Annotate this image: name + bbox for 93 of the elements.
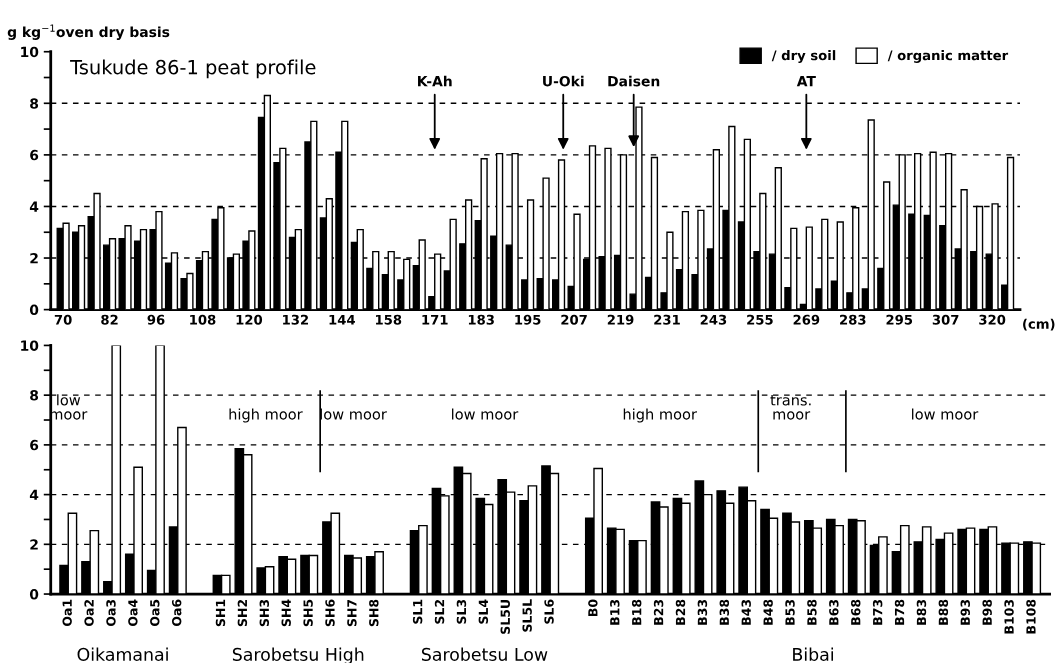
y-tick-label: 8 bbox=[30, 98, 39, 109]
x-tick-label: B68 bbox=[851, 599, 861, 625]
x-tick-label: 108 bbox=[190, 314, 216, 325]
y-tick-label: 0 bbox=[29, 589, 39, 600]
annotation: low moor bbox=[912, 408, 979, 420]
x-tick-label: SL5U bbox=[500, 600, 510, 634]
annotation: trans. moor bbox=[770, 395, 811, 420]
x-tick-label: B98 bbox=[982, 599, 992, 625]
y-tick-label: 6 bbox=[30, 149, 39, 161]
x-tick-label: B38 bbox=[719, 599, 730, 625]
x-tick-label: SL4 bbox=[478, 599, 489, 624]
x-tick-label: Oa5 bbox=[150, 599, 160, 627]
annotation: high moor bbox=[623, 408, 697, 423]
x-axis-title: (cm) bbox=[1023, 318, 1055, 331]
x-tick-label: B18 bbox=[631, 599, 642, 625]
x-tick-label: SH1 bbox=[215, 599, 226, 627]
x-tick-label: 120 bbox=[236, 314, 263, 325]
x-tick-label: 283 bbox=[840, 314, 866, 325]
x-tick-label: 295 bbox=[886, 314, 913, 325]
x-tick-label: Oa4 bbox=[128, 599, 138, 627]
x-tick-label: Oa6 bbox=[171, 599, 182, 627]
x-tick-label: 307 bbox=[932, 314, 959, 325]
x-tick-label: B48 bbox=[763, 599, 773, 625]
annotation: K-Ah bbox=[418, 75, 452, 87]
x-tick-label: B73 bbox=[872, 599, 883, 625]
x-tick-label: 158 bbox=[375, 314, 402, 325]
x-tick-label: 132 bbox=[283, 314, 308, 325]
x-tick-label: SH7 bbox=[347, 599, 357, 627]
x-tick-label: 269 bbox=[793, 314, 820, 325]
x-tick-label: SH8 bbox=[369, 599, 379, 627]
x-tick-label: SH6 bbox=[325, 599, 335, 627]
y-tick-label: 6 bbox=[30, 439, 39, 451]
x-tick-label: 82 bbox=[101, 314, 118, 325]
x-tick-label: Oa1 bbox=[62, 599, 72, 627]
x-tick-label: 171 bbox=[422, 314, 448, 325]
annotation: Daisen bbox=[608, 75, 660, 87]
x-tick-label: 243 bbox=[700, 314, 727, 325]
y-axis-title: g kg$^{−1}$oven dry basis bbox=[7, 24, 170, 40]
x-tick-label: B23 bbox=[653, 599, 664, 625]
y-tick-label: 4 bbox=[29, 489, 39, 500]
x-tick-label: SL3 bbox=[456, 599, 467, 624]
x-tick-label: B108 bbox=[1026, 599, 1036, 634]
x-tick-label: SH2 bbox=[237, 599, 248, 627]
x-tick-label: 144 bbox=[329, 314, 355, 325]
y-tick-label: 4 bbox=[29, 201, 39, 212]
text: Bibai bbox=[793, 647, 834, 661]
annotation: low moor bbox=[320, 408, 387, 420]
x-tick-label: B28 bbox=[675, 599, 686, 625]
x-tick-label: 70 bbox=[54, 314, 72, 325]
x-tick-label: 320 bbox=[979, 314, 1006, 325]
x-tick-label: SH5 bbox=[303, 599, 313, 627]
x-tick-label: B93 bbox=[960, 599, 970, 625]
y-tick-label: 10 bbox=[21, 340, 39, 351]
x-tick-label: B13 bbox=[610, 599, 620, 625]
annotation: AT bbox=[796, 76, 816, 87]
x-tick-label: B88 bbox=[938, 599, 949, 625]
x-tick-label: 183 bbox=[468, 314, 494, 325]
y-tick-label: 2 bbox=[30, 539, 38, 550]
x-tick-label: SL6 bbox=[544, 599, 554, 624]
x-tick-label: Oa3 bbox=[106, 599, 116, 627]
y-tick-label: 0 bbox=[29, 304, 39, 316]
x-tick-label: B103 bbox=[1004, 599, 1014, 634]
text: Oikamanai bbox=[77, 647, 168, 661]
annotation: high moor bbox=[229, 408, 303, 423]
text: Sarobetsu Low bbox=[421, 647, 548, 661]
x-tick-label: SL2 bbox=[434, 599, 445, 624]
y-tick-label: 2 bbox=[30, 253, 38, 264]
x-tick-label: SL1 bbox=[412, 599, 423, 624]
y-tick-label: 10 bbox=[21, 46, 39, 58]
legend-label: / dry soil bbox=[771, 50, 836, 63]
chart-title: Tsukude 86-1 peat profile bbox=[70, 59, 316, 79]
x-tick-label: 195 bbox=[515, 314, 541, 325]
x-tick-label: B58 bbox=[807, 599, 817, 625]
x-tick-label: Oa2 bbox=[84, 600, 94, 627]
x-tick-label: B43 bbox=[741, 599, 751, 625]
x-tick-label: B83 bbox=[916, 599, 927, 625]
x-tick-label: B0 bbox=[588, 599, 598, 616]
x-tick-label: 207 bbox=[561, 314, 587, 325]
x-tick-label: SL5L bbox=[522, 599, 532, 632]
x-tick-label: SH3 bbox=[259, 599, 270, 627]
x-tick-label: 255 bbox=[747, 314, 773, 325]
annotation: low moor bbox=[452, 408, 519, 420]
x-tick-label: B63 bbox=[829, 599, 839, 625]
x-tick-label: B53 bbox=[785, 599, 795, 625]
legend-label: / organic matter bbox=[887, 50, 1009, 63]
y-tick-label: 8 bbox=[30, 390, 39, 401]
x-tick-label: B78 bbox=[894, 599, 905, 625]
annotation: U-Oki bbox=[543, 75, 584, 87]
x-tick-label: SH4 bbox=[281, 599, 291, 627]
x-tick-label: 219 bbox=[607, 314, 634, 325]
x-tick-label: 231 bbox=[654, 314, 680, 325]
x-tick-label: 96 bbox=[147, 314, 165, 325]
x-tick-label: B33 bbox=[697, 599, 708, 625]
